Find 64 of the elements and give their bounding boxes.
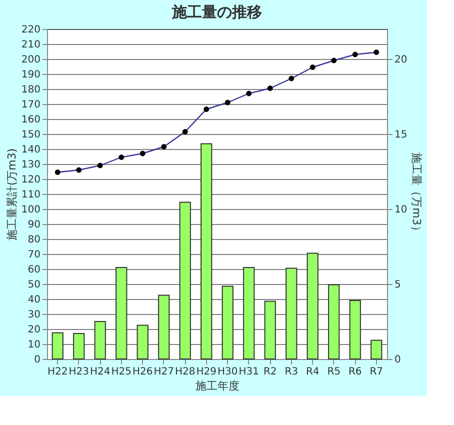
- y-tick-label: 110: [21, 190, 40, 200]
- x-tick-label: H24: [90, 366, 110, 378]
- y-tick-label: 190: [21, 70, 40, 80]
- y-tick-label: 30: [28, 310, 40, 320]
- y2-tick-label: 15: [394, 130, 408, 140]
- x-tick-label: R3: [284, 366, 298, 378]
- x-tick-label: R4: [306, 366, 320, 378]
- bar: [52, 332, 64, 360]
- bar: [73, 333, 85, 360]
- x-tick-label: R7: [370, 366, 384, 378]
- x-tick-label: R6: [348, 366, 362, 378]
- y-tick-label: 60: [28, 264, 40, 276]
- chart-title: 施工量の推移: [171, 3, 262, 21]
- bar: [222, 286, 234, 360]
- y-tick-label: 80: [28, 234, 40, 246]
- y-tick-label: 10: [28, 340, 40, 350]
- y2-tick-label: 10: [394, 204, 408, 216]
- x-tick-label: H31: [238, 366, 259, 378]
- bar: [306, 252, 318, 360]
- bar: [286, 268, 298, 360]
- bar: [200, 143, 212, 360]
- bar: [349, 300, 361, 360]
- x-tick-label: H29: [196, 366, 216, 378]
- y2-axis-title: 施工量（万m3）: [410, 152, 424, 236]
- y-tick-label: 170: [21, 100, 40, 110]
- bar: [370, 340, 382, 360]
- y2-tick-label: 5: [394, 280, 401, 290]
- y-tick-label: 120: [21, 174, 40, 186]
- bar: [179, 202, 191, 360]
- y2-tick-label: 20: [394, 54, 408, 66]
- x-tick-label: H23: [68, 366, 89, 378]
- x-tick-label: R2: [263, 366, 277, 378]
- bar: [158, 294, 170, 360]
- y-tick-label: 100: [21, 204, 40, 216]
- y-tick-label: 160: [21, 114, 40, 126]
- y-tick-label: 40: [28, 294, 40, 306]
- x-tick-label: H27: [154, 366, 174, 378]
- bar: [328, 284, 340, 360]
- y-tick-label: 0: [34, 354, 40, 366]
- y-tick-label: 130: [21, 160, 40, 170]
- y-tick-label: 70: [28, 250, 40, 260]
- bar: [94, 321, 106, 360]
- y2-tick-label: 0: [394, 354, 401, 366]
- y-tick-label: 210: [21, 40, 40, 50]
- x-tick-label: H30: [218, 366, 238, 378]
- x-tick-label: R5: [327, 366, 341, 378]
- x-tick-label: H28: [175, 366, 196, 378]
- y-tick-label: 180: [21, 84, 40, 96]
- x-tick-label: H26: [132, 366, 153, 378]
- y-tick-label: 200: [21, 54, 40, 66]
- y-axis-title: 施工量累計(万m3): [5, 148, 18, 241]
- y-tick-label: 220: [21, 24, 40, 36]
- x-tick-label: H25: [111, 366, 132, 378]
- y-tick-label: 140: [21, 144, 40, 156]
- y-tick-label: 150: [21, 130, 40, 140]
- bar: [136, 324, 148, 360]
- x-tick-label: H22: [48, 366, 68, 378]
- y-tick-label: 20: [28, 324, 40, 336]
- bar: [243, 267, 255, 360]
- bar: [264, 300, 276, 360]
- y-tick-label: 90: [28, 220, 40, 230]
- y-tick-label: 50: [28, 280, 40, 290]
- x-axis-title: 施工年度: [196, 380, 240, 392]
- bar: [116, 267, 128, 360]
